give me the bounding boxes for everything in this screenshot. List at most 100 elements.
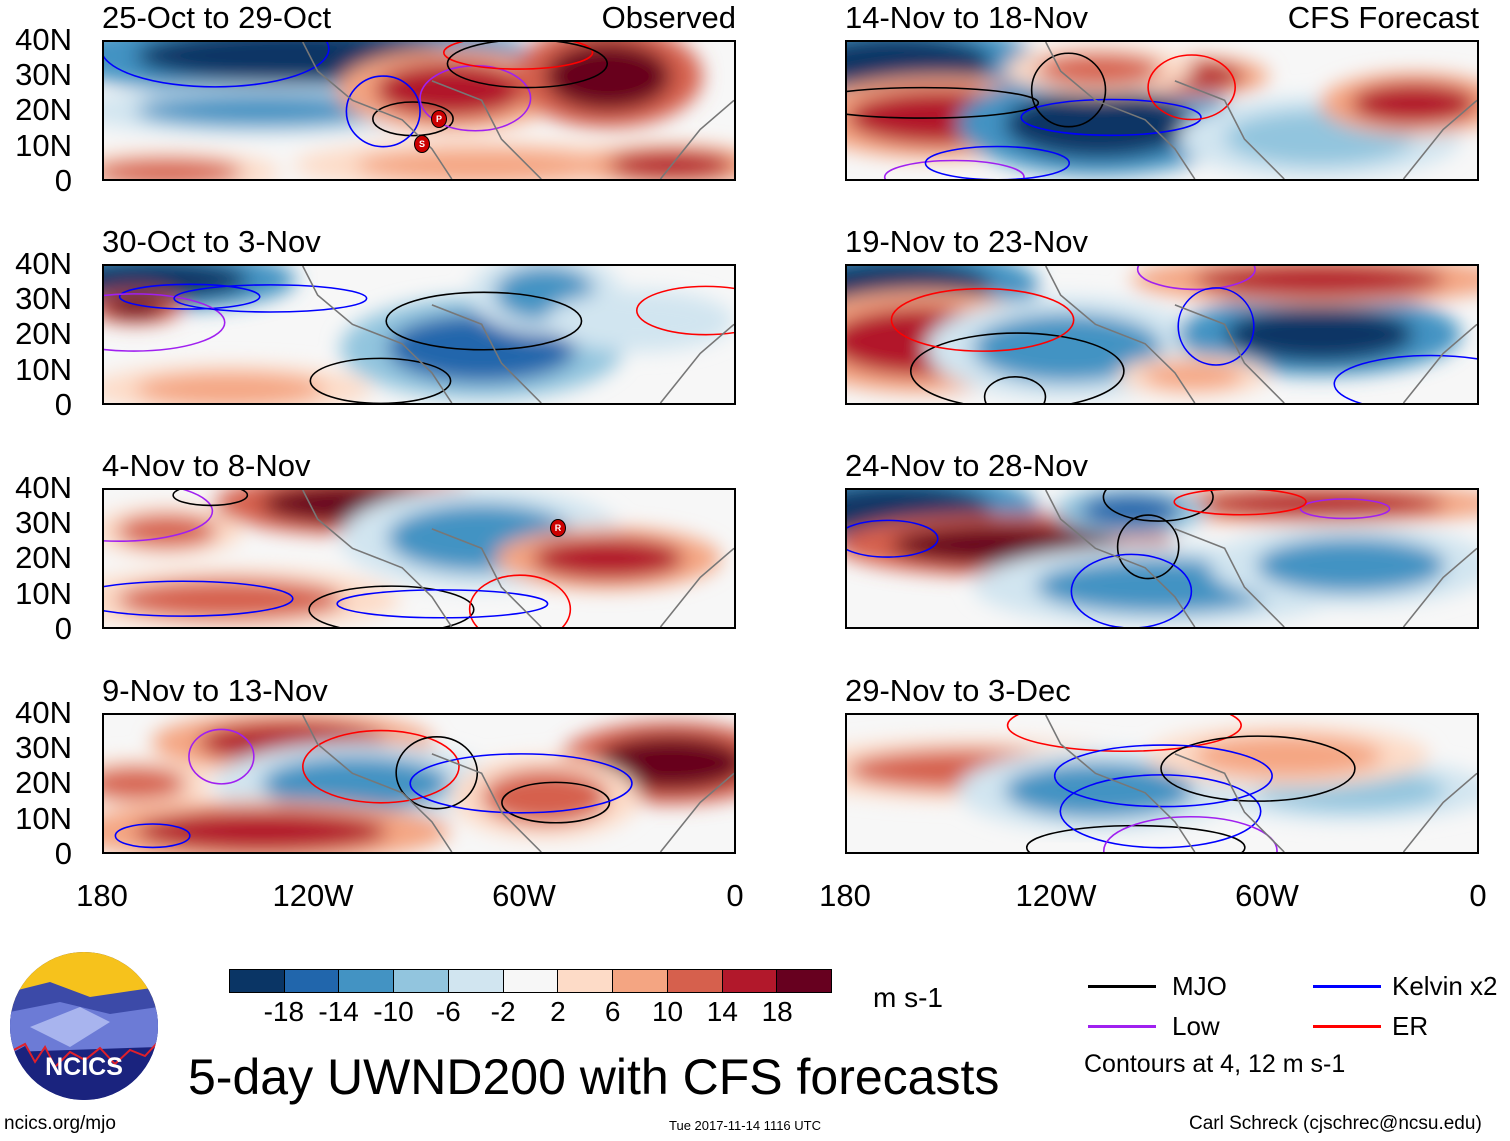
wind-anomaly-core (135, 94, 388, 127)
panel-title: 9-Nov to 13-Nov (102, 673, 328, 708)
lat-label: 0 (54, 610, 72, 646)
contour-line (309, 357, 452, 403)
contour-line (1299, 498, 1391, 520)
contour-line (1136, 266, 1256, 291)
map-panel (845, 264, 1479, 405)
map-panel (102, 713, 736, 854)
coastline (302, 715, 734, 852)
map-panel (845, 40, 1479, 181)
coastline (1045, 490, 1477, 627)
wind-anomaly-core (104, 158, 243, 179)
wind-anomaly-core (1004, 762, 1194, 818)
lat-label: 10N (15, 575, 72, 611)
legend-label-mjo: MJO (1172, 971, 1227, 1001)
colorbar (229, 969, 832, 993)
ncics-logo: NCICS (10, 952, 158, 1100)
contour-line (1006, 715, 1242, 752)
wind-anomaly-core (261, 756, 451, 811)
lat-label: 20N (15, 765, 72, 801)
lat-label: 10N (15, 127, 72, 163)
contour-line (172, 490, 249, 507)
colorbar-label: 18 (761, 996, 793, 1027)
contour-line (114, 823, 191, 849)
legend-label-kelvin: Kelvin x2 (1392, 971, 1498, 1001)
contour-line (345, 75, 421, 148)
panel-title: 4-Nov to 8-Nov (102, 448, 311, 483)
colorbar-swatch (284, 970, 340, 992)
contour-line (173, 284, 368, 313)
contour-line (395, 736, 479, 810)
lat-label: 0 (54, 386, 72, 422)
panel-title: 19-Nov to 23-Nov (845, 224, 1088, 259)
legend-swatch-low (1088, 1025, 1156, 1028)
wind-anomaly-core (1256, 537, 1446, 593)
contour-line (104, 580, 294, 617)
contour-line (372, 101, 454, 137)
storm-marker-icon: P (431, 110, 447, 128)
coastline (1045, 266, 1477, 403)
lat-label: 30N (15, 730, 72, 766)
coastline (1045, 42, 1477, 179)
colorbar-swatch (613, 970, 668, 992)
lon-label: 0 (1469, 878, 1487, 913)
contour-line (1020, 98, 1202, 137)
map-panel (845, 488, 1479, 629)
colorbar-swatch (394, 970, 449, 992)
contour-line (890, 287, 1075, 352)
contours-note: Contours at 4, 12 m s-1 (1084, 1050, 1346, 1078)
contour-line (104, 293, 226, 352)
colorbar-swatch (722, 970, 778, 992)
contour-line (1070, 553, 1193, 627)
lon-label: 180 (76, 878, 128, 913)
legend-swatch-mjo (1088, 985, 1156, 988)
wind-anomaly-core (576, 300, 703, 342)
storm-marker-icon: S (414, 135, 430, 153)
lat-label: 20N (15, 92, 72, 128)
contour-line (443, 42, 594, 70)
wind-anomaly-core (135, 810, 388, 852)
lat-label: 30N (15, 281, 72, 317)
panel-title: 14-Nov to 18-Nov (845, 0, 1088, 35)
wind-anomaly-core (116, 579, 344, 621)
wind-anomaly-core (1193, 266, 1446, 297)
map-panel (102, 40, 736, 181)
wind-anomaly-core (1193, 490, 1446, 518)
contour-line (1025, 824, 1246, 852)
contour-line (409, 753, 633, 814)
footer-url[interactable]: ncics.org/mjo (4, 1113, 116, 1134)
lon-label: 180 (819, 878, 871, 913)
contour-line (468, 574, 572, 627)
contour-line (1160, 735, 1356, 802)
map-panel (845, 713, 1479, 854)
coastline (302, 266, 734, 403)
wind-anomaly-core (1143, 361, 1244, 390)
colorbar-units: m s-1 (873, 982, 943, 1013)
legend-label-er: ER (1392, 1011, 1429, 1041)
wind-anomaly-core (482, 769, 608, 825)
wind-anomaly-core (1193, 735, 1383, 777)
contour-line (385, 291, 583, 351)
lon-label: 60W (1235, 878, 1299, 913)
lat-label: 20N (15, 540, 72, 576)
contour-line (1116, 514, 1180, 580)
lat-label: 40N (15, 470, 72, 505)
wind-anomaly-core (116, 514, 218, 548)
panel-tag: Observed (601, 0, 736, 35)
wind-anomaly-core (1351, 83, 1477, 125)
contour-line (1103, 815, 1278, 852)
panel-title: 25-Oct to 29-Oct (102, 0, 332, 35)
contour-line (308, 585, 475, 627)
panel-title: 29-Nov to 3-Dec (845, 673, 1071, 708)
colorbar-label: 2 (550, 996, 566, 1027)
contour-line (1147, 54, 1236, 121)
map-panel (102, 488, 736, 629)
lon-label: 60W (492, 878, 556, 913)
contour-line (1173, 490, 1307, 516)
wind-anomaly-core (135, 372, 325, 403)
lat-label: 0 (54, 835, 72, 871)
colorbar-label: -14 (318, 996, 359, 1027)
colorbar-label: -18 (263, 996, 305, 1027)
map-panel (102, 264, 736, 405)
storm-marker-icon: R (550, 519, 566, 537)
footer-timestamp: Tue 2017-11-14 1116 UTC (669, 1118, 821, 1133)
